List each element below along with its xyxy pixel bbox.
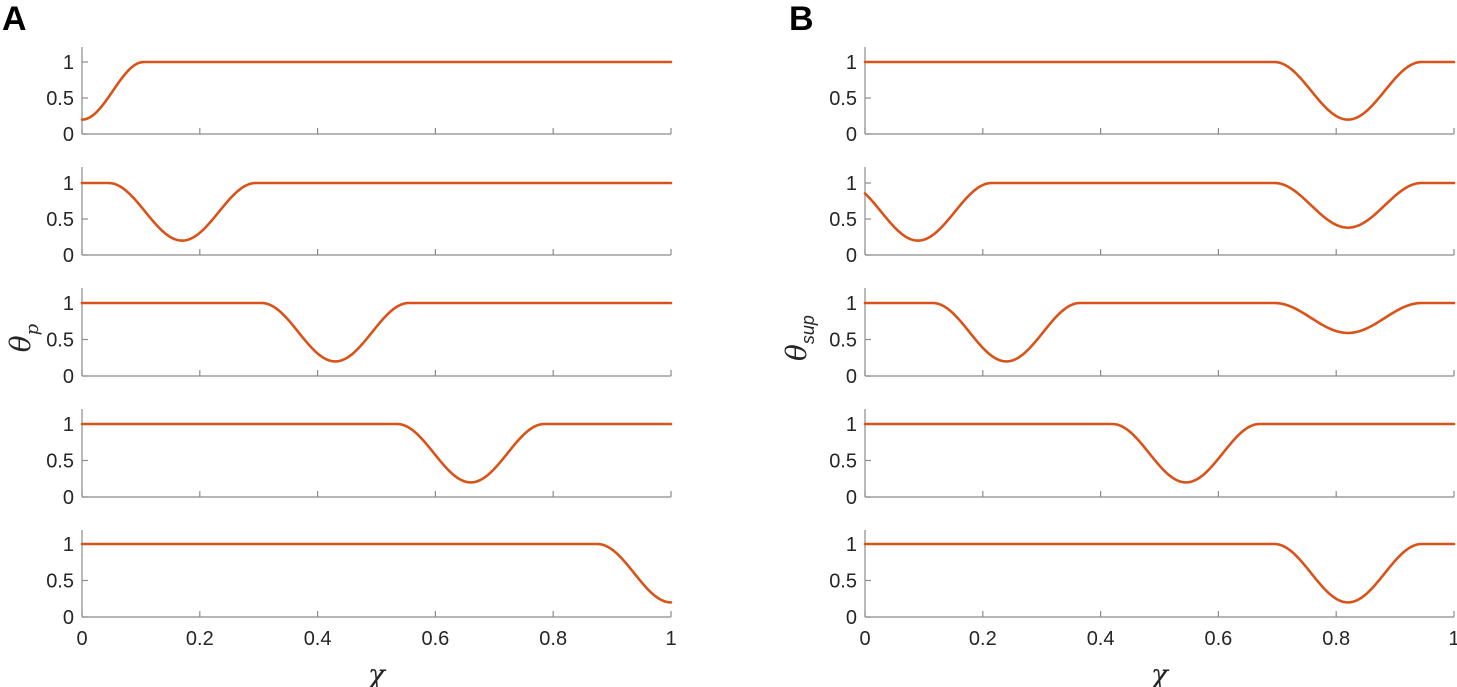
y-axis-title-main: θ [4,335,37,352]
y-tick-label: 0 [846,487,857,509]
series-line [80,60,673,121]
y-tick-label: 1 [846,414,857,436]
y-tick-label: 0 [846,607,857,629]
x-tick-label: 0.2 [969,628,997,650]
series-line [863,422,1456,484]
y-tick-label: 0 [846,366,857,388]
y-tick-label: 1 [846,534,857,556]
subplot-1: 00.51 [829,47,1456,146]
series-line [863,542,1456,604]
x-tick-label: 0.4 [304,628,332,650]
subplot-5: 0 0.5 1 0 0.2 0.4 0.6 0.8 1 [829,530,1457,650]
subplot-3: 00.51 [829,288,1456,388]
x-tick-label: 0.4 [1087,628,1115,650]
y-tick-label: 1 [846,173,857,195]
subplot-2: 00.51 [46,167,673,267]
y-tick-label: 0.5 [829,571,857,593]
x-tick-label: 0 [859,628,870,650]
y-tick-label: 1 [63,293,74,315]
y-tick-label: 0 [846,245,857,267]
y-tick-label: 0 [63,487,74,509]
y-tick-label: 0.5 [46,571,74,593]
subplot-3: 00.51 [46,288,673,388]
series-line [863,181,1456,242]
y-tick-label: 1 [846,52,857,74]
x-tick-label: 0.2 [186,628,214,650]
y-tick-label: 0 [63,607,74,629]
y-axis-title-sub: p [22,323,43,335]
y-tick-label: 0.5 [829,209,857,231]
y-tick-label: 0 [63,366,74,388]
series-line [80,422,673,484]
x-tick-label: 0.8 [1322,628,1350,650]
panel-letter-b: B [789,0,814,38]
y-tick-label: 0.5 [829,330,857,352]
y-axis-title-sub: sup [798,315,818,344]
x-tick-label: 1 [665,628,676,650]
x-tick-label: 0.6 [1204,628,1232,650]
y-tick-label: 0.5 [46,330,74,352]
x-axis-title: χ [366,658,387,687]
y-tick-label: 1 [63,414,74,436]
x-tick-label: 0 [76,628,87,650]
y-tick-label: 0.5 [46,451,74,473]
series-line [863,60,1456,121]
y-tick-label: 0.5 [46,88,74,110]
y-tick-label: 0 [846,124,857,146]
subplot-5: 0 0.5 1 0 0.2 0.4 0.6 0.8 1 [46,530,677,650]
panel-letter-a: A [2,0,27,38]
x-tick-label: 0.8 [539,628,567,650]
x-tick-label: 0.6 [421,628,449,650]
subplot-4: 00.51 [829,409,1456,509]
y-tick-label: 0 [63,245,74,267]
y-tick-label: 1 [846,293,857,315]
subplot-1: 00.51 [46,47,673,146]
subplot-2: 00.51 [829,167,1456,267]
subplot-4: 00.51 [46,409,673,509]
x-axis-title: χ [1149,658,1170,687]
series-line [80,181,673,242]
series-line [80,301,673,363]
y-tick-label: 0.5 [46,209,74,231]
y-tick-label: 0 [63,124,74,146]
series-line [80,542,673,604]
x-tick-label: 1 [1448,628,1457,650]
y-axis-title: θsup [780,315,818,361]
y-tick-label: 1 [63,52,74,74]
y-axis-title: θp [4,323,43,352]
y-axis-title-main: θ [780,344,813,361]
series-line [863,301,1456,363]
y-tick-label: 0.5 [829,451,857,473]
y-tick-label: 1 [63,173,74,195]
y-tick-label: 1 [63,534,74,556]
y-tick-label: 0.5 [829,88,857,110]
